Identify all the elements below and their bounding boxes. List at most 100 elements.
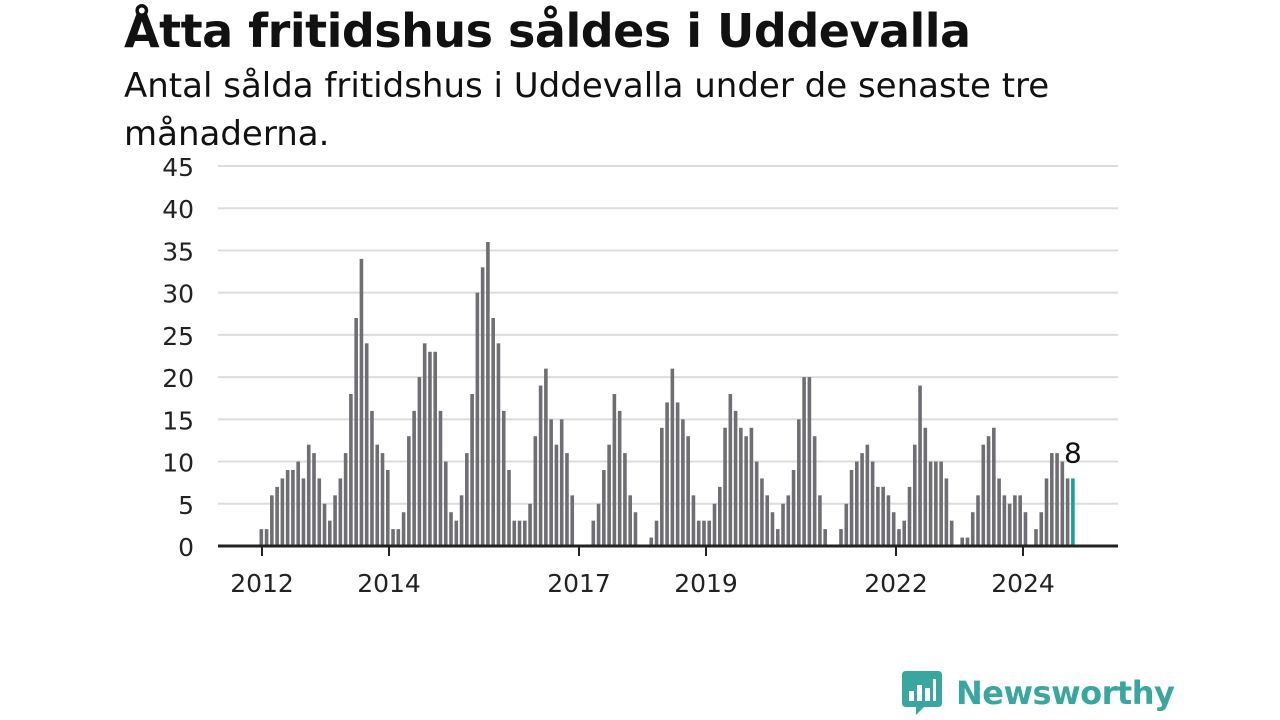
bar (923, 427, 928, 546)
brand-logo: Newsworthy (902, 671, 1175, 715)
bar (728, 394, 733, 546)
bar (1060, 461, 1065, 546)
bar (1018, 495, 1022, 546)
bar (733, 410, 738, 546)
bar (807, 377, 812, 546)
x-tick-label: 2019 (674, 569, 738, 598)
bar (270, 495, 274, 546)
bar (802, 377, 806, 546)
x-tick-label: 2024 (991, 569, 1055, 598)
bar (844, 503, 849, 546)
bar (881, 486, 885, 546)
bar (1013, 495, 1017, 546)
bar (454, 520, 459, 546)
bar (797, 419, 801, 546)
bar (765, 495, 770, 546)
chart-subtitle: Antal sålda fritidshus i Uddevalla under… (124, 66, 1050, 154)
bar (633, 512, 638, 546)
bar (839, 529, 843, 546)
bar (285, 470, 290, 546)
bar (554, 444, 559, 546)
bar (596, 503, 601, 546)
bar (470, 394, 474, 546)
bar (1007, 503, 1012, 546)
bar (449, 512, 453, 546)
bar (970, 512, 975, 546)
bar (617, 410, 622, 546)
bar (696, 520, 701, 546)
highlight-value-label: 8 (1064, 436, 1082, 469)
bar (1055, 453, 1059, 546)
bar (407, 436, 411, 546)
bar (654, 520, 659, 546)
bar (912, 444, 917, 546)
bar (391, 529, 395, 546)
bar (786, 495, 791, 546)
bar (385, 470, 390, 546)
bar (907, 486, 912, 546)
bar (944, 478, 949, 546)
bar (986, 436, 991, 546)
bar (997, 478, 1001, 546)
bar (628, 495, 632, 546)
bar (465, 453, 469, 546)
bar (354, 318, 358, 546)
bar (486, 242, 490, 546)
bar (333, 495, 337, 546)
bar (433, 351, 438, 546)
bar (401, 512, 406, 546)
y-tick-label: 45 (162, 153, 194, 182)
bar (1002, 495, 1007, 546)
bar (343, 453, 348, 546)
bar (591, 520, 596, 546)
bar (291, 470, 295, 546)
bar (538, 385, 543, 546)
x-tick-label: 2012 (230, 569, 294, 598)
bar (691, 495, 696, 546)
bar (375, 444, 380, 546)
bar (306, 444, 311, 546)
bar (781, 503, 785, 546)
chart-title: Åtta fritidshus såldes i Uddevalla (124, 4, 971, 58)
bar (412, 410, 416, 546)
bar (275, 486, 279, 546)
bar (612, 394, 617, 546)
bar (491, 318, 495, 546)
bar (301, 478, 306, 546)
bar (712, 503, 717, 546)
y-tick-label: 20 (162, 364, 194, 393)
bar (438, 410, 443, 546)
bar (1044, 478, 1049, 546)
bar (317, 478, 322, 546)
bar (517, 520, 522, 546)
bar (939, 461, 943, 546)
bar (396, 529, 401, 546)
highlight-bar (1071, 478, 1075, 546)
bar (770, 512, 775, 546)
bar (1039, 512, 1044, 546)
bar (886, 495, 891, 546)
bar (380, 453, 385, 546)
bar (496, 343, 501, 546)
bar (749, 427, 754, 546)
bar (1065, 478, 1070, 546)
x-tick-label: 2014 (357, 569, 421, 598)
bar (607, 444, 611, 546)
bar (544, 368, 548, 546)
bar (865, 444, 870, 546)
bar (739, 427, 743, 546)
bar (702, 520, 706, 546)
bar (322, 503, 327, 546)
bar (359, 258, 364, 546)
bar (860, 453, 864, 546)
bar (992, 427, 996, 546)
bar (918, 385, 922, 546)
y-tick-label: 35 (162, 237, 194, 266)
y-tick-label: 5 (178, 491, 194, 520)
x-tick-label: 2017 (547, 569, 611, 598)
bar (965, 537, 970, 546)
bar (602, 470, 606, 546)
bar (928, 461, 933, 546)
bar (812, 436, 817, 546)
